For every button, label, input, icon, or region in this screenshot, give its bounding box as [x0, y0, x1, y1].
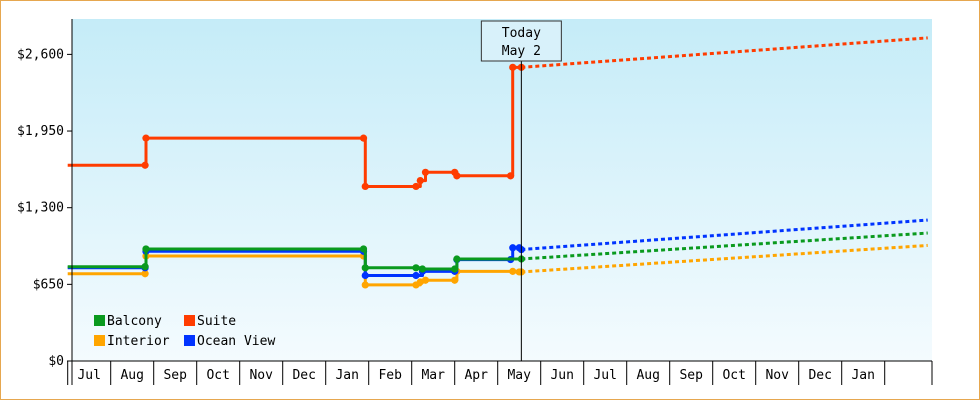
x-tick-label: Nov [765, 368, 789, 383]
x-tick-label: Sep [163, 368, 187, 383]
y-tick-label: $2,600 [17, 47, 64, 62]
x-tick-label: Jul [593, 368, 616, 383]
x-tick-label: Aug [120, 368, 143, 383]
ocean-view-legend-swatch [184, 335, 195, 346]
balcony-projection-line [521, 231, 928, 261]
x-tick-label: Jan [851, 368, 874, 383]
suite-price-point [507, 172, 515, 180]
x-tick-label: Jan [335, 368, 358, 383]
today-date: May 2 [502, 44, 541, 59]
suite-price-point [509, 63, 517, 71]
ocean-view-price-point [361, 271, 369, 280]
y-tick-label: $0 [48, 354, 64, 369]
interior-legend-swatch [94, 335, 105, 346]
balcony-price-point [418, 265, 427, 273]
x-tick-label: Apr [464, 368, 488, 383]
x-tick-label: Jul [77, 368, 100, 383]
suite-legend-label: Suite [197, 314, 236, 329]
x-tick-label: Nov [249, 368, 273, 383]
x-tick-label: Jun [550, 368, 573, 383]
x-tick-label: Aug [636, 368, 659, 383]
x-tick-label: Oct [722, 368, 745, 383]
today-label: Today [502, 26, 541, 41]
ocean-view-price-point [412, 271, 420, 280]
interior-price-point [141, 270, 149, 278]
interior-projection-line [521, 243, 928, 274]
balcony-price-point [451, 265, 459, 273]
today-box [480, 20, 562, 62]
y-tick-label: $650 [33, 277, 64, 292]
balcony-price-point [361, 264, 369, 272]
x-tick-label: Sep [679, 368, 703, 383]
balcony-legend-label: Balcony [107, 314, 162, 329]
x-tick-label: Oct [206, 368, 229, 383]
interior-price-point [421, 276, 430, 284]
series-layer [67, 36, 928, 289]
interior-legend-label: Interior [107, 334, 170, 349]
suite-projection-line [521, 36, 928, 69]
balcony-price-point [141, 263, 149, 271]
x-tick-label: Dec [292, 368, 315, 383]
suite-legend-swatch [184, 315, 195, 326]
interior-price-point [509, 267, 517, 275]
legend: Balcony Suite Interior Ocean View [94, 314, 275, 349]
suite-price-point [453, 172, 461, 180]
suite-price-point [359, 134, 368, 142]
suite-price-point [416, 176, 424, 185]
ocean-view-legend-label: Ocean View [197, 334, 275, 349]
balcony-legend-swatch [94, 315, 105, 326]
balcony-price-point [412, 264, 420, 272]
suite-price-point [361, 182, 369, 191]
suite-price-point [141, 161, 149, 169]
ocean-view-price-point [509, 244, 517, 252]
ocean-view-projection-line [521, 218, 928, 252]
y-tick-label: $1,300 [17, 201, 64, 216]
balcony-price-point [359, 245, 368, 253]
x-tick-label: Dec [808, 368, 831, 383]
balcony-price-point [142, 245, 150, 253]
axis-layer: $0 $650 $1,300 $1,950 $2,600 Jul Aug Sep Oct Nov D… [17, 19, 933, 385]
x-tick-label: Mar [421, 368, 445, 383]
interior-price-point [361, 281, 369, 289]
balcony-price-point [453, 255, 461, 263]
suite-price-point [421, 168, 430, 176]
today-marker: Today May 2 [480, 20, 562, 361]
plot-background [72, 19, 932, 361]
interior-price-point [451, 276, 459, 284]
y-tick-label: $1,950 [17, 124, 64, 139]
suite-price-point [142, 134, 150, 142]
suite-price-point [412, 182, 420, 191]
x-tick-label: May [507, 368, 531, 383]
x-tick-label: Feb [378, 368, 402, 383]
